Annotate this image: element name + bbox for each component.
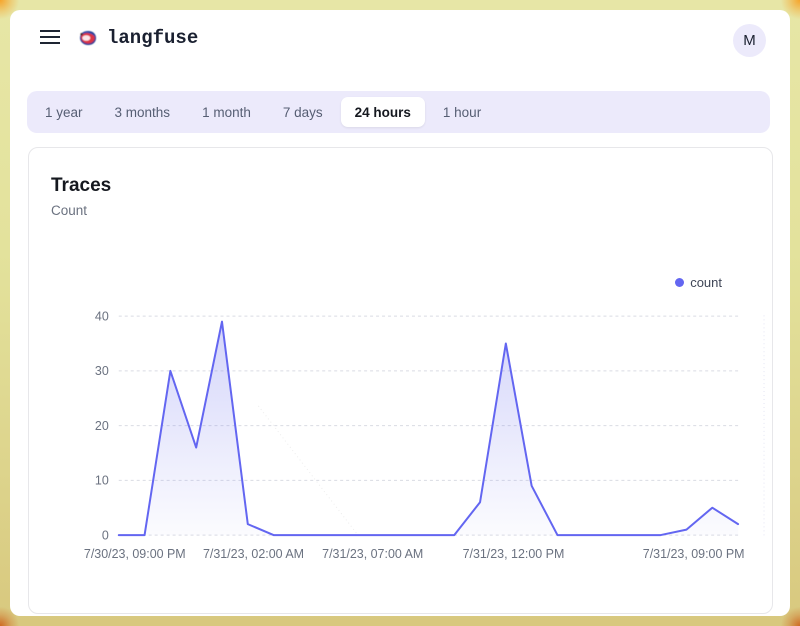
svg-text:10: 10 xyxy=(95,474,109,488)
svg-text:0: 0 xyxy=(102,528,109,542)
svg-text:40: 40 xyxy=(95,309,109,323)
svg-text:20: 20 xyxy=(95,419,109,433)
svg-text:7/31/23, 07:00 AM: 7/31/23, 07:00 AM xyxy=(322,547,423,561)
svg-text:7/31/23, 09:00 PM: 7/31/23, 09:00 PM xyxy=(643,547,745,561)
svg-text:7/31/23, 12:00 PM: 7/31/23, 12:00 PM xyxy=(463,547,565,561)
svg-text:7/30/23, 09:00 PM: 7/30/23, 09:00 PM xyxy=(84,547,186,561)
svg-text:30: 30 xyxy=(95,364,109,378)
svg-text:7/31/23, 02:00 AM: 7/31/23, 02:00 AM xyxy=(203,547,304,561)
